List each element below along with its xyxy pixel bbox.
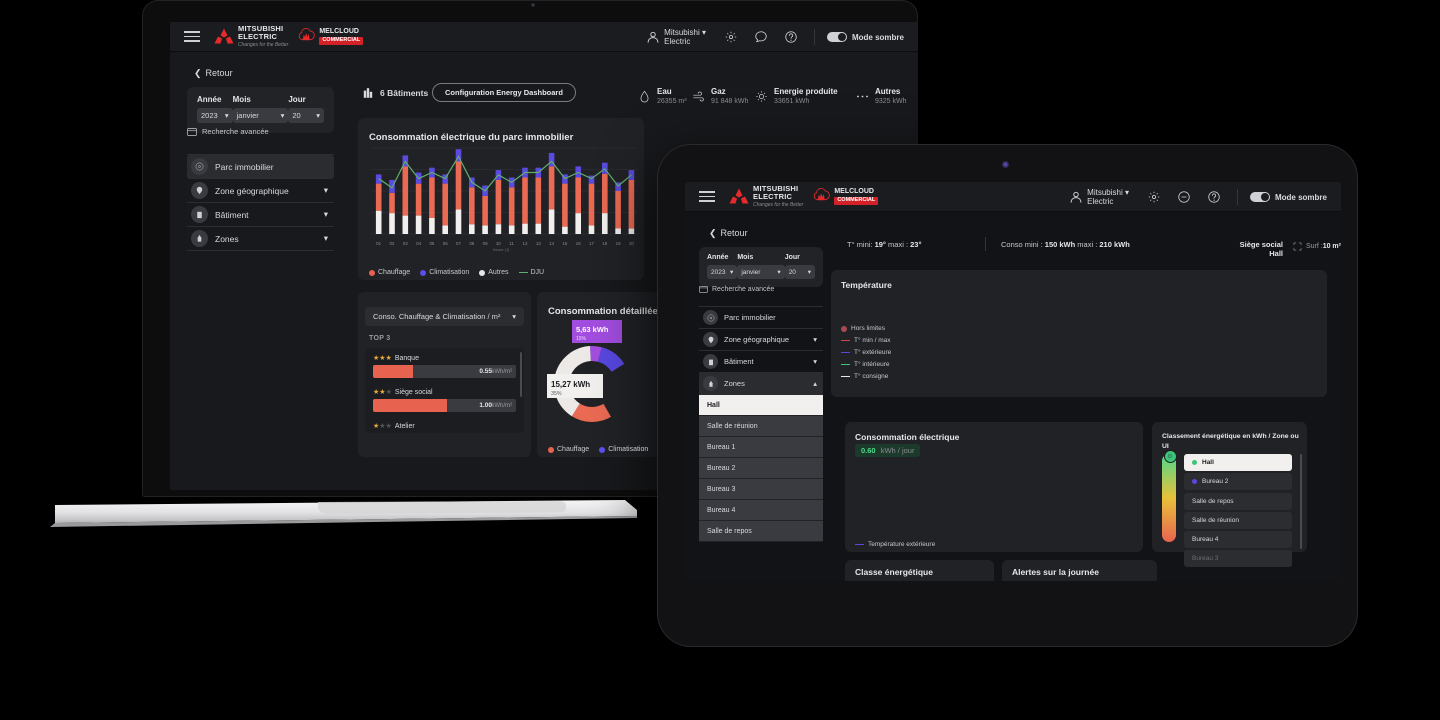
svg-text:12: 12 xyxy=(523,241,528,246)
svg-text:14: 14 xyxy=(549,241,554,246)
svg-text:10: 10 xyxy=(496,241,501,246)
svg-text:02: 02 xyxy=(390,241,395,246)
svg-text:15,27 kWh: 15,27 kWh xyxy=(551,380,590,389)
svg-text:18: 18 xyxy=(602,241,607,246)
svg-text:16: 16 xyxy=(576,241,581,246)
svg-text:08: 08 xyxy=(469,241,474,246)
svg-text:17: 17 xyxy=(589,241,594,246)
svg-text:20: 20 xyxy=(629,241,634,246)
svg-text:04: 04 xyxy=(416,241,421,246)
svg-text:03: 03 xyxy=(403,241,408,246)
svg-text:15: 15 xyxy=(562,241,567,246)
svg-text:05: 05 xyxy=(429,241,434,246)
svg-text:01: 01 xyxy=(376,241,381,246)
svg-text:07: 07 xyxy=(456,241,461,246)
svg-text:19: 19 xyxy=(616,241,621,246)
svg-text:11: 11 xyxy=(509,241,514,246)
svg-text:09: 09 xyxy=(483,241,488,246)
svg-text:15%: 15% xyxy=(576,336,587,342)
svg-text:Heure (J): Heure (J) xyxy=(493,247,510,252)
svg-text:35%: 35% xyxy=(551,391,562,397)
svg-text:5,63 kWh: 5,63 kWh xyxy=(576,325,609,334)
svg-text:13: 13 xyxy=(536,241,541,246)
svg-text:06: 06 xyxy=(443,241,448,246)
